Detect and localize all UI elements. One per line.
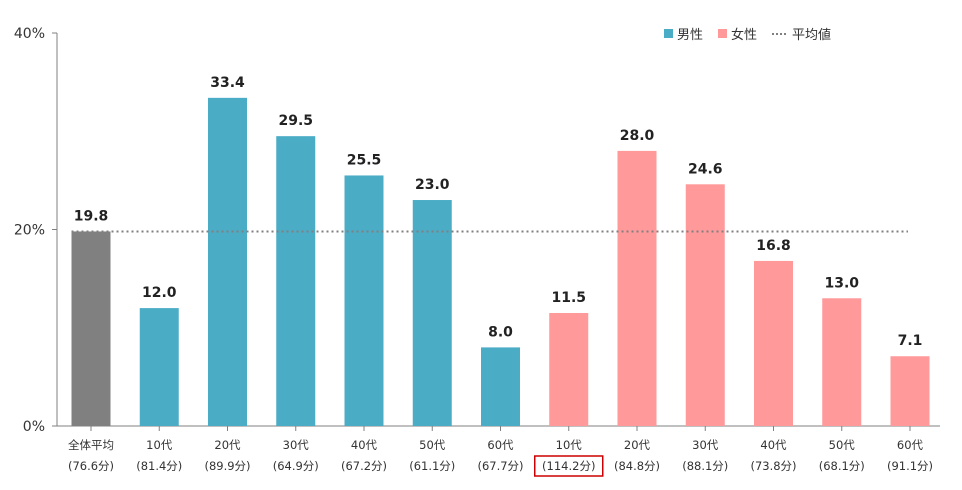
legend-label-avg: 平均値 bbox=[792, 27, 831, 43]
category-label: 30代 bbox=[692, 438, 719, 452]
y-tick-label: 0% bbox=[23, 419, 45, 435]
bar bbox=[276, 136, 316, 426]
bar bbox=[754, 260, 793, 426]
data-label: 29.5 bbox=[278, 113, 313, 129]
data-label: 23.0 bbox=[415, 177, 450, 193]
category-label: 20代 bbox=[214, 438, 241, 452]
legend-swatch-female bbox=[718, 29, 727, 38]
category-label: 30代 bbox=[283, 438, 310, 452]
category-label: 20代 bbox=[624, 438, 651, 452]
category-sublabel: (67.7分) bbox=[477, 459, 523, 473]
bar bbox=[412, 200, 452, 426]
bar bbox=[71, 231, 111, 426]
category-sublabel: (73.8分) bbox=[750, 459, 796, 473]
y-tick-label: 20% bbox=[14, 223, 45, 239]
category-label: 10代 bbox=[146, 438, 173, 452]
category-label: 50代 bbox=[419, 438, 446, 452]
data-label: 33.4 bbox=[210, 75, 245, 91]
category-sublabel: (61.1分) bbox=[409, 459, 455, 473]
data-label: 24.6 bbox=[688, 161, 723, 177]
data-label: 16.8 bbox=[756, 238, 791, 254]
category-sublabel: (91.1分) bbox=[887, 459, 933, 473]
data-label: 28.0 bbox=[620, 128, 655, 144]
bar bbox=[890, 356, 930, 426]
data-label: 8.0 bbox=[488, 324, 513, 340]
highlight-box bbox=[534, 455, 604, 477]
bar bbox=[685, 184, 725, 426]
category-label: 40代 bbox=[760, 438, 787, 452]
category-label: 40代 bbox=[351, 438, 378, 452]
data-label: 11.5 bbox=[551, 290, 586, 306]
bar bbox=[617, 150, 657, 426]
category-label: 全体平均 bbox=[68, 438, 114, 452]
legend-label-male: 男性 bbox=[677, 28, 703, 43]
legend-swatch-male bbox=[664, 29, 673, 38]
category-sublabel: (76.6分) bbox=[68, 459, 114, 473]
category-sublabel: (68.1分) bbox=[819, 459, 865, 473]
data-label: 25.5 bbox=[347, 152, 382, 168]
y-tick-label: 40% bbox=[14, 26, 45, 42]
category-sublabel: (67.2分) bbox=[341, 459, 387, 473]
bar bbox=[481, 347, 520, 426]
category-sublabel: (114.2分) bbox=[542, 459, 595, 473]
category-label: 10代 bbox=[556, 438, 583, 452]
bar bbox=[139, 308, 179, 426]
category-sublabel: (84.8分) bbox=[614, 459, 660, 473]
data-label: 7.1 bbox=[898, 333, 923, 349]
category-label: 60代 bbox=[897, 438, 924, 452]
category-label: 50代 bbox=[829, 438, 856, 452]
category-sublabel: (88.1分) bbox=[682, 459, 728, 473]
data-label: 13.0 bbox=[824, 275, 859, 291]
category-label: 60代 bbox=[487, 438, 514, 452]
category-sublabel: (64.9分) bbox=[273, 459, 319, 473]
category-sublabel: (89.9分) bbox=[204, 459, 250, 473]
bar bbox=[549, 313, 589, 426]
bar bbox=[344, 175, 384, 426]
bar bbox=[822, 298, 862, 426]
bar bbox=[208, 97, 247, 426]
category-sublabel: (81.4分) bbox=[136, 459, 182, 473]
data-label: 12.0 bbox=[142, 285, 177, 301]
data-label: 19.8 bbox=[74, 208, 109, 224]
legend-label-female: 女性 bbox=[731, 27, 757, 43]
